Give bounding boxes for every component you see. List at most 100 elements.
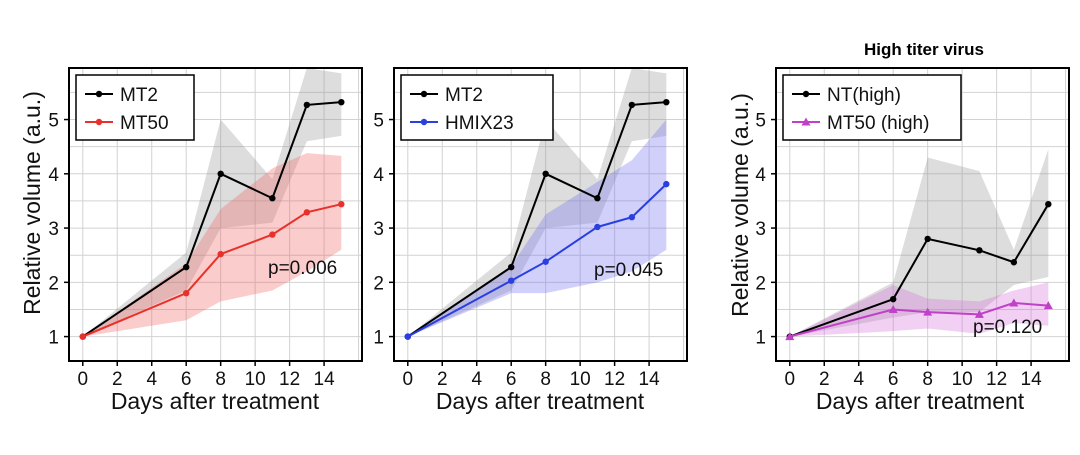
legend: MT2 MT50 [75, 74, 195, 141]
data-point [924, 235, 931, 243]
y-tick-label: 1 [755, 328, 766, 349]
y-tick-label: 1 [48, 328, 59, 349]
x-tick-label: 10 [952, 369, 973, 390]
confidence-band [789, 282, 1049, 337]
y-tick-label: 5 [48, 111, 59, 132]
y-tick-label: 2 [755, 273, 766, 294]
series-line [789, 203, 1050, 338]
series-line [82, 203, 342, 338]
x-axis-label: Days after treatment [816, 388, 1025, 414]
legend-label: MT50 [120, 113, 169, 134]
x-tick-label: 4 [471, 369, 482, 390]
data-point [508, 263, 515, 271]
x-tick-label: 8 [922, 369, 933, 390]
y-tick-label: 1 [373, 328, 384, 349]
data-point [1010, 259, 1018, 266]
series-line [82, 101, 342, 338]
data-point [217, 250, 224, 258]
y-tick-label: 2 [48, 273, 59, 294]
x-tick-label: 2 [112, 369, 123, 390]
confidence-band [407, 68, 667, 337]
data-point [628, 214, 636, 221]
plot-frame [393, 67, 688, 362]
data-point [303, 209, 311, 216]
data-point [663, 180, 670, 188]
legend-marker [802, 90, 810, 98]
y-tick-label: 3 [48, 219, 59, 240]
data-point [183, 289, 190, 297]
legend-marker [420, 118, 428, 126]
data-point [542, 170, 549, 178]
legend-box [75, 74, 195, 141]
legend-box [400, 74, 554, 141]
data-point [594, 195, 601, 202]
x-tick-label: 0 [402, 369, 413, 390]
y-tick-label: 3 [755, 219, 766, 240]
legend-label: HMIX23 [445, 113, 514, 134]
p-value-annotation: p=0.006 [268, 258, 337, 279]
x-tick-label: 2 [819, 369, 830, 390]
legend-marker [420, 90, 428, 98]
data-point [1009, 298, 1019, 307]
x-tick-label: 10 [570, 369, 591, 390]
x-tick-label: 0 [784, 369, 795, 390]
legend-marker [801, 117, 811, 126]
data-point [594, 223, 601, 231]
data-point [338, 200, 345, 208]
data-point [508, 277, 515, 284]
data-point [923, 307, 933, 316]
data-point [79, 333, 86, 340]
x-axis-label: Days after treatment [436, 388, 645, 414]
data-point [888, 304, 898, 313]
x-tick-label: 14 [314, 369, 336, 390]
legend-label: NT(high) [827, 85, 901, 106]
data-point [217, 170, 224, 178]
data-point [269, 231, 276, 238]
y-axis-label: Relative volume (a.u.) [727, 93, 753, 317]
legend-box [782, 74, 962, 141]
confidence-band [789, 149, 1049, 337]
x-tick-label: 4 [146, 369, 157, 390]
legend: MT2 HMIX23 [400, 74, 554, 141]
y-tick-label: 4 [48, 165, 59, 186]
plot-frame [68, 67, 363, 362]
x-tick-label: 4 [853, 369, 864, 390]
data-point [1043, 301, 1053, 310]
x-tick-label: 14 [1021, 369, 1043, 390]
y-tick-label: 4 [373, 165, 384, 186]
data-point [183, 263, 190, 271]
data-point [1045, 200, 1052, 208]
confidence-band [82, 68, 342, 337]
y-axis-label: Relative volume (a.u.) [19, 91, 45, 315]
y-tick-label: 5 [373, 111, 384, 132]
x-tick-label: 8 [215, 369, 226, 390]
x-tick-label: 8 [540, 369, 551, 390]
legend-label: MT2 [120, 85, 158, 106]
x-tick-label: 12 [279, 369, 300, 390]
x-tick-label: 0 [77, 369, 88, 390]
y-tick-label: 5 [755, 111, 766, 132]
confidence-band [407, 119, 667, 337]
data-point [628, 101, 636, 109]
chart-title: High titer virus [864, 40, 984, 59]
confidence-band [82, 153, 342, 337]
legend: NT(high) MT50 (high) [782, 74, 962, 141]
data-point [974, 309, 984, 318]
p-value-annotation: p=0.045 [594, 260, 663, 281]
data-point [976, 247, 983, 254]
plot-frame [775, 67, 1070, 362]
x-tick-label: 12 [604, 369, 625, 390]
x-tick-label: 14 [639, 369, 661, 390]
data-point [303, 101, 311, 109]
x-tick-label: 12 [986, 369, 1007, 390]
legend-marker [95, 90, 103, 98]
data-point [890, 295, 897, 303]
legend-label: MT50 (high) [827, 113, 929, 134]
